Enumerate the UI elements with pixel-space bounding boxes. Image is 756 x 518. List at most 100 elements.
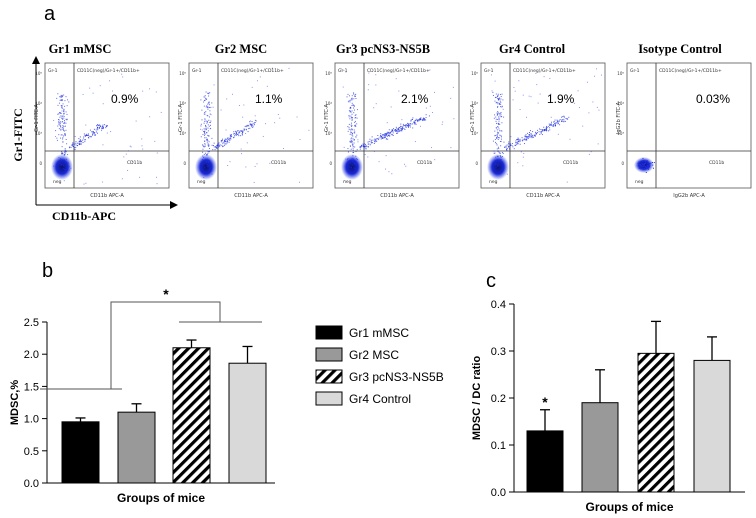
plot-y-label: IgG2b FITC-A (616, 101, 622, 134)
scatter-dot (490, 74, 492, 76)
scatter-dot (416, 119, 418, 121)
scatter-dot (206, 165, 208, 167)
scatter-dot (407, 123, 409, 125)
scatter-dot (350, 116, 352, 118)
scatter-dot (506, 148, 508, 150)
scatter-dot (493, 117, 495, 119)
scatter-dot (516, 139, 518, 141)
scatter-dot (127, 150, 129, 152)
scatter-dot (60, 112, 62, 114)
scatter-dot (250, 124, 252, 126)
scatter-dot (299, 181, 301, 183)
scatter-dot (433, 91, 435, 93)
scatter-dot (498, 123, 500, 125)
scatter-dot (500, 156, 502, 158)
scatter-dot (544, 129, 546, 131)
scatter-dot (383, 134, 385, 136)
scatter-dot (207, 152, 209, 154)
scatter-dot (217, 143, 219, 145)
scatter-dot (500, 160, 502, 162)
scatter-dot (492, 95, 494, 97)
scatter-dot (202, 145, 204, 147)
scatter-dot (202, 148, 204, 150)
scatter-dot (352, 149, 354, 151)
scatter-dot (102, 144, 104, 146)
scatter-dot (429, 69, 431, 71)
scatter-dot (532, 131, 534, 133)
scatter-dot (349, 99, 351, 101)
scatter-dot (418, 120, 420, 122)
scatter-dot (536, 129, 538, 131)
scatter-dot (350, 141, 352, 143)
scatter-dot (205, 124, 207, 126)
scatter-dot (385, 138, 387, 140)
scatter-dot (208, 135, 210, 137)
scatter-dot (235, 132, 237, 134)
scatter-dot (418, 119, 420, 121)
scatter-dot (224, 140, 226, 142)
scatter-dot (354, 163, 356, 165)
scatter-dot (259, 76, 261, 78)
scatter-dot (255, 120, 257, 122)
scatter-dot (349, 106, 351, 108)
scatter-dot (402, 126, 404, 128)
scatter-dot (640, 168, 642, 170)
scatter-dot (497, 156, 499, 158)
scatter-dot (529, 134, 531, 136)
bar-gr4 (693, 359, 731, 493)
scatter-dot (528, 132, 530, 134)
y-tick-label: 0.4 (491, 299, 506, 311)
scatter-dot (222, 145, 224, 147)
scatter-dot (62, 103, 64, 105)
scatter-dot (531, 137, 533, 139)
scatter-dot (219, 145, 221, 147)
scatter-dot (502, 99, 504, 101)
scatter-dot (647, 167, 649, 169)
scatter-dot (59, 122, 61, 124)
scatter-dot (381, 137, 383, 139)
scatter-dot (222, 142, 224, 144)
y-tick-label: 2.0 (24, 349, 39, 361)
scatter-dot (386, 133, 388, 135)
flow-plot-3: Gr3 pcNS3-NS5B Gr-1 CD11C(neg)/Gr-1+/CD11b… (324, 42, 460, 199)
scatter-dot (66, 143, 68, 145)
scatter-dot (207, 135, 209, 137)
scatter-dot (508, 145, 510, 147)
scatter-dot (353, 132, 355, 134)
scatter-dot (348, 116, 350, 118)
scatter-dot (109, 80, 111, 82)
scatter-dot (230, 138, 232, 140)
scatter-dot (367, 146, 369, 148)
scatter-dot (554, 125, 556, 127)
scatter-dot (496, 137, 498, 139)
scatter-dot (545, 125, 547, 127)
scatter-dot (241, 133, 243, 135)
scatter-dot (344, 180, 346, 182)
scatter-dot (382, 134, 384, 136)
scatter-dot (212, 149, 214, 151)
scatter-dot (518, 80, 520, 82)
scatter-dot (498, 118, 500, 120)
scatter-dot (247, 125, 249, 127)
scatter-dot (355, 155, 357, 157)
gr1-fitc-axis-label: Gr1-FITC (11, 108, 25, 161)
scatter-dot (59, 124, 61, 126)
scatter-dot (68, 166, 70, 168)
scatter-dot (592, 101, 594, 103)
scatter-dot (497, 94, 499, 96)
scatter-dot (355, 125, 357, 127)
y-tick-label: 0.2 (491, 393, 506, 405)
scatter-dot (521, 140, 523, 142)
scatter-dot (59, 121, 61, 123)
scatter-dot (235, 131, 237, 133)
scatter-dot (359, 146, 361, 148)
plot-tick-label: 10³ (617, 131, 624, 136)
scatter-dot (75, 144, 77, 146)
scatter-dot (203, 96, 205, 98)
scatter-dot (208, 107, 210, 109)
scatter-dot (499, 97, 501, 99)
scatter-dot (248, 128, 250, 130)
scatter-dot (99, 124, 101, 126)
scatter-dot (496, 123, 498, 125)
scatter-dot (206, 158, 208, 160)
